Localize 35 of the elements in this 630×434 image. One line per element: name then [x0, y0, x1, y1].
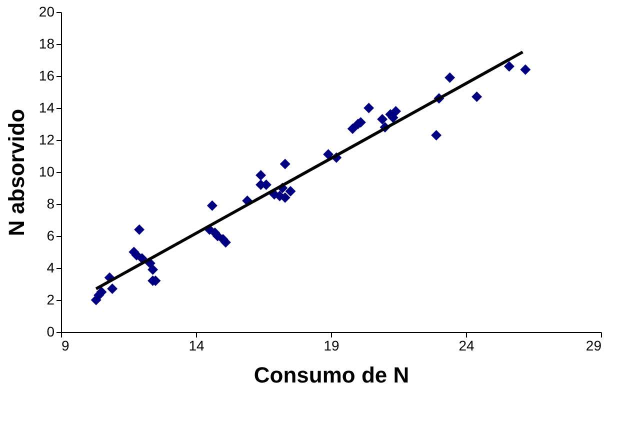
y-axis-title: N absorvido [4, 108, 29, 236]
y-tick-label: 6 [46, 228, 55, 244]
x-tick-label: 14 [188, 338, 204, 354]
x-tick-label: 19 [324, 338, 340, 354]
y-tick-label: 2 [46, 292, 55, 308]
point [364, 102, 374, 114]
point [148, 264, 158, 275]
point [280, 158, 290, 170]
point [285, 186, 296, 196]
point [431, 130, 442, 140]
point [377, 114, 388, 124]
y-tick-label: 0 [46, 324, 55, 340]
y-tick-label: 14 [38, 100, 55, 116]
point [504, 61, 514, 72]
point [472, 92, 482, 102]
x-tick-label: 9 [62, 338, 70, 354]
point [134, 224, 145, 235]
point [347, 124, 358, 134]
point [206, 200, 218, 211]
point [107, 284, 118, 294]
x-tick-label: 29 [586, 338, 602, 354]
x-tick-label: 24 [458, 338, 474, 354]
y-tick-label: 4 [46, 260, 55, 276]
point [390, 106, 402, 116]
y-tick-label: 10 [38, 164, 55, 180]
point [323, 149, 334, 160]
point [256, 170, 266, 180]
point [444, 72, 456, 83]
point [520, 64, 531, 75]
y-tick-label: 16 [38, 68, 55, 84]
y-tick-label: 12 [38, 132, 55, 148]
y-tick-label: 8 [46, 196, 55, 212]
y-tick-label: 20 [38, 4, 55, 20]
x-axis-title: Consumo de N [254, 362, 410, 388]
y-tick-label: 18 [38, 36, 55, 52]
